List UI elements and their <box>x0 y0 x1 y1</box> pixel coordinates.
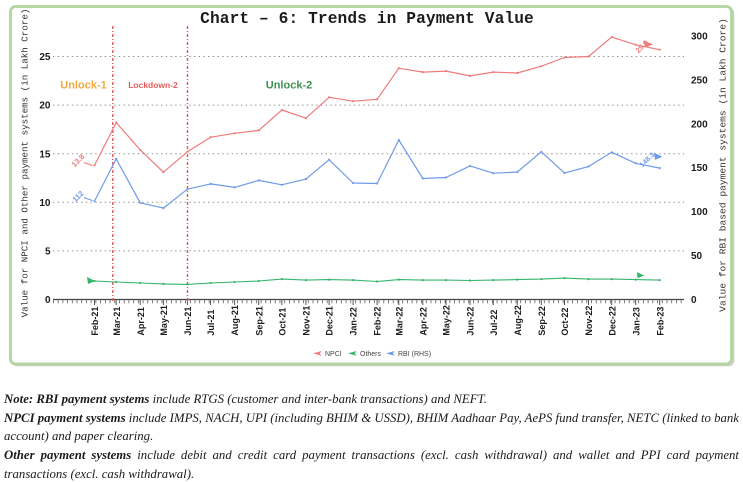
svg-text:Nov-21: Nov-21 <box>302 306 312 336</box>
svg-text:25: 25 <box>39 52 51 63</box>
svg-text:Dec-22: Dec-22 <box>607 306 617 336</box>
svg-text:Lockdown-2: Lockdown-2 <box>128 80 178 90</box>
svg-text:NPCI: NPCI <box>325 351 342 358</box>
svg-text:Feb-21: Feb-21 <box>90 307 100 336</box>
svg-text:20: 20 <box>39 101 51 112</box>
svg-text:Feb-23: Feb-23 <box>655 307 665 336</box>
svg-text:Chart – 6: Trends in Payment V: Chart – 6: Trends in Payment Value <box>200 10 534 28</box>
svg-text:Aug-22: Aug-22 <box>513 305 523 336</box>
svg-text:Oct-21: Oct-21 <box>278 308 288 336</box>
svg-text:200: 200 <box>691 119 708 130</box>
svg-text:10: 10 <box>39 198 51 209</box>
svg-text:Value for RBI based payment sy: Value for RBI based payment systems (in … <box>718 18 729 312</box>
svg-text:Jun-22: Jun-22 <box>466 307 476 336</box>
svg-text:100: 100 <box>691 207 708 218</box>
svg-text:Jan-23: Jan-23 <box>631 307 641 336</box>
svg-text:Sep-21: Sep-21 <box>254 306 264 336</box>
svg-text:Sep-22: Sep-22 <box>537 306 547 336</box>
svg-text:Aug-21: Aug-21 <box>230 305 240 336</box>
svg-text:300: 300 <box>691 31 708 42</box>
svg-text:Value for NPCI and Other payme: Value for NPCI and Other payment systems… <box>20 9 31 318</box>
svg-text:Dec-21: Dec-21 <box>325 306 335 336</box>
svg-text:Feb-22: Feb-22 <box>373 307 383 336</box>
svg-text:Jul-22: Jul-22 <box>489 310 499 336</box>
svg-text:Jan-22: Jan-22 <box>349 307 359 336</box>
svg-text:Oct-22: Oct-22 <box>560 308 570 336</box>
svg-text:Apr-22: Apr-22 <box>418 307 428 336</box>
svg-text:0: 0 <box>691 295 697 306</box>
svg-text:Jun-21: Jun-21 <box>183 307 193 336</box>
svg-text:Apr-21: Apr-21 <box>136 307 146 336</box>
svg-text:Others: Others <box>360 351 382 358</box>
svg-text:150: 150 <box>691 163 708 174</box>
svg-text:Jul-21: Jul-21 <box>206 310 216 336</box>
svg-text:May-22: May-22 <box>442 305 452 336</box>
svg-text:Unlock-2: Unlock-2 <box>266 80 312 92</box>
svg-text:Nov-22: Nov-22 <box>584 306 594 336</box>
svg-text:0: 0 <box>45 295 51 306</box>
svg-text:Mar-22: Mar-22 <box>394 307 404 336</box>
svg-text:Unlock-1: Unlock-1 <box>60 80 106 92</box>
svg-text:May-21: May-21 <box>159 305 169 336</box>
svg-text:Mar-21: Mar-21 <box>112 307 122 336</box>
svg-text:250: 250 <box>691 75 708 86</box>
svg-text:5: 5 <box>45 247 51 258</box>
svg-text:50: 50 <box>691 251 703 262</box>
svg-text:15: 15 <box>39 149 51 160</box>
svg-text:RBI (RHS): RBI (RHS) <box>398 351 431 358</box>
